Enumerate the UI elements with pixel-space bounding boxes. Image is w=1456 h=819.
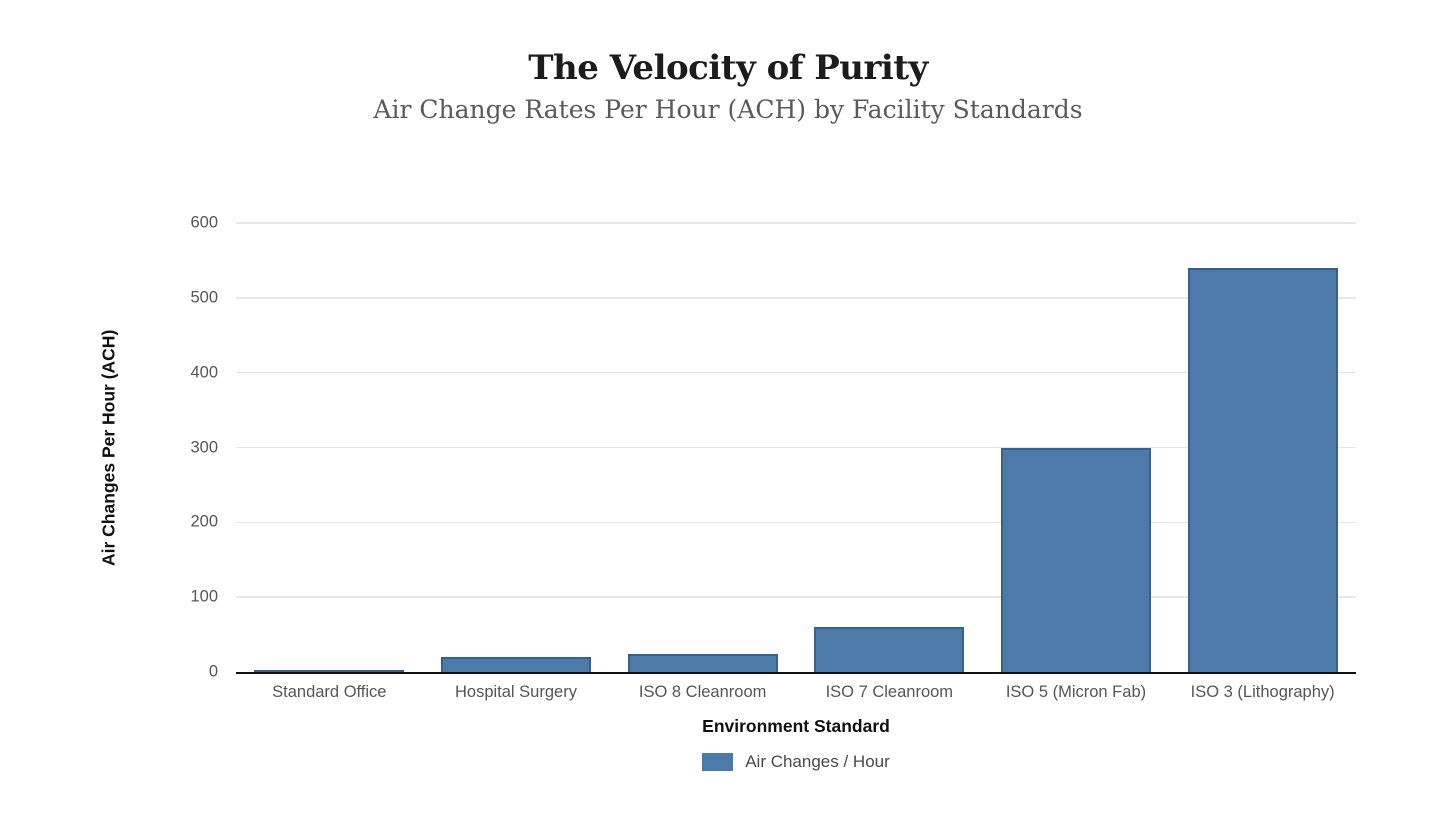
legend-label: Air Changes / Hour — [745, 752, 890, 771]
x-tick-label: ISO 7 Cleanroom — [825, 683, 954, 701]
y-tick-label: 100 — [190, 587, 218, 606]
plot-area: 0 100 200 300 400 500 600 Standard Office Hospit… — [190, 214, 1356, 701]
gridline — [236, 596, 1356, 598]
x-tick-label: Hospital Surgery — [454, 683, 577, 701]
x-tick-label: Standard Office — [272, 683, 387, 701]
gridline — [236, 371, 1356, 374]
bar — [1187, 267, 1338, 672]
y-tick-label: 300 — [190, 438, 218, 456]
legend-swatch-icon — [702, 753, 734, 771]
gridline — [236, 297, 1356, 299]
x-axis-title: Environment Standard — [702, 716, 890, 736]
gridline — [236, 521, 1356, 524]
page-subtitle: Air Change Rates Per Hour (ACH) by Facil… — [373, 95, 1083, 124]
y-axis-title: Air Changes Per Hour (ACH) — [98, 329, 119, 566]
y-tick-label: 500 — [190, 288, 218, 307]
bar — [441, 657, 591, 672]
bar — [627, 654, 778, 672]
y-tick-label: 0 — [208, 662, 218, 681]
gridline — [236, 446, 1356, 449]
gridline — [236, 222, 1356, 224]
x-tick-label: ISO 8 Cleanroom — [638, 683, 767, 701]
legend: Air Changes / Hour — [236, 752, 1356, 772]
y-tick-label: 200 — [190, 512, 218, 531]
y-tick-label: 600 — [190, 213, 218, 232]
bar — [1001, 447, 1151, 672]
bar — [254, 670, 405, 672]
y-tick-label: 400 — [190, 363, 218, 382]
bar — [814, 627, 965, 672]
page-title: The Velocity of Purity — [528, 48, 928, 88]
x-tick-label: ISO 5 (Micron Fab) — [1005, 683, 1147, 701]
x-tick-label: ISO 3 (Lithography) — [1190, 683, 1335, 701]
